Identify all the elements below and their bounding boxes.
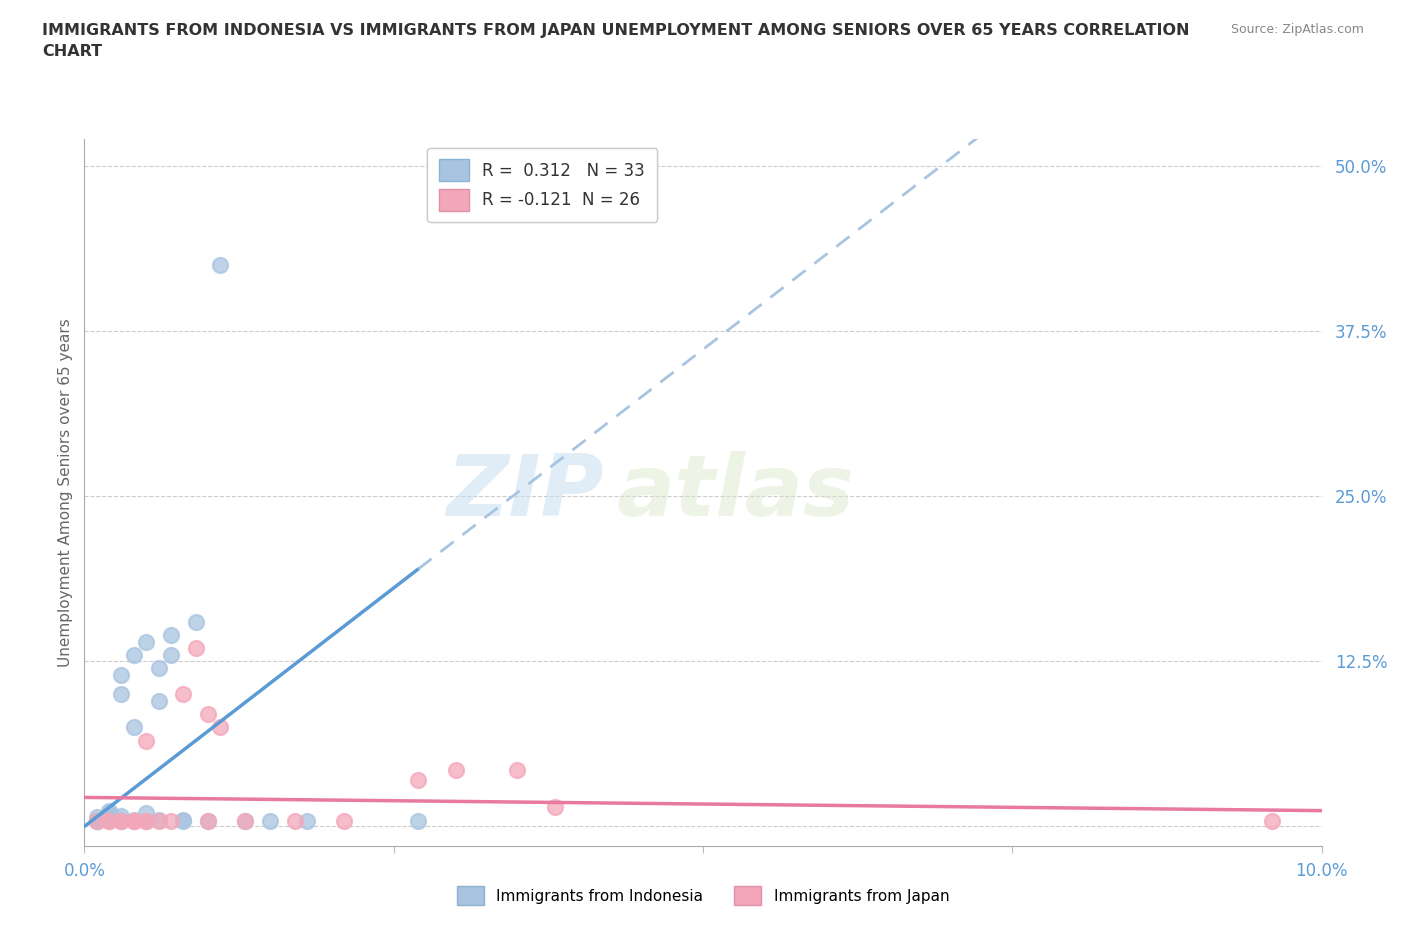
- Point: [98, 808, 121, 823]
- Point: [98, 813, 121, 828]
- Point: [506, 763, 529, 777]
- Point: [233, 814, 256, 829]
- Point: [122, 813, 145, 828]
- Point: [86, 814, 108, 829]
- Point: [148, 694, 170, 709]
- Point: [408, 773, 430, 788]
- Point: [110, 687, 132, 702]
- Point: [284, 814, 307, 829]
- Point: [135, 733, 157, 748]
- Point: [148, 660, 170, 675]
- Text: Source: ZipAtlas.com: Source: ZipAtlas.com: [1230, 23, 1364, 36]
- Point: [122, 814, 145, 829]
- Point: [197, 814, 219, 829]
- Point: [160, 814, 183, 829]
- Point: [135, 814, 157, 829]
- Text: atlas: atlas: [616, 451, 855, 535]
- Point: [148, 814, 170, 829]
- Point: [184, 615, 207, 630]
- Point: [209, 720, 232, 735]
- Point: [408, 814, 430, 829]
- Point: [160, 647, 183, 662]
- Point: [172, 687, 194, 702]
- Point: [197, 707, 219, 722]
- Point: [333, 814, 356, 829]
- Point: [135, 814, 157, 829]
- Point: [259, 814, 281, 829]
- Point: [172, 814, 194, 829]
- Point: [122, 720, 145, 735]
- Point: [110, 808, 132, 823]
- Point: [98, 814, 121, 829]
- Point: [197, 814, 219, 829]
- Point: [135, 634, 157, 649]
- Point: [86, 814, 108, 829]
- Point: [98, 805, 121, 820]
- Point: [110, 814, 132, 829]
- Text: IMMIGRANTS FROM INDONESIA VS IMMIGRANTS FROM JAPAN UNEMPLOYMENT AMONG SENIORS OV: IMMIGRANTS FROM INDONESIA VS IMMIGRANTS …: [42, 23, 1189, 60]
- Point: [295, 814, 318, 829]
- Point: [110, 814, 132, 829]
- Point: [135, 805, 157, 820]
- Point: [86, 810, 108, 825]
- Point: [172, 813, 194, 828]
- Legend: R =  0.312   N = 33, R = -0.121  N = 26: R = 0.312 N = 33, R = -0.121 N = 26: [427, 148, 657, 222]
- Point: [122, 647, 145, 662]
- Point: [86, 814, 108, 829]
- Point: [122, 814, 145, 829]
- Point: [86, 814, 108, 829]
- Text: ZIP: ZIP: [446, 451, 605, 535]
- Legend: Immigrants from Indonesia, Immigrants from Japan: Immigrants from Indonesia, Immigrants fr…: [449, 878, 957, 913]
- Point: [110, 813, 132, 828]
- Point: [148, 813, 170, 828]
- Point: [98, 804, 121, 818]
- Point: [209, 258, 232, 272]
- Point: [233, 814, 256, 829]
- Point: [98, 814, 121, 829]
- Point: [1261, 814, 1284, 829]
- Point: [110, 814, 132, 829]
- Point: [160, 628, 183, 643]
- Y-axis label: Unemployment Among Seniors over 65 years: Unemployment Among Seniors over 65 years: [58, 319, 73, 668]
- Point: [184, 641, 207, 656]
- Point: [135, 814, 157, 829]
- Point: [543, 799, 565, 814]
- Point: [122, 814, 145, 829]
- Point: [110, 667, 132, 682]
- Point: [444, 763, 467, 777]
